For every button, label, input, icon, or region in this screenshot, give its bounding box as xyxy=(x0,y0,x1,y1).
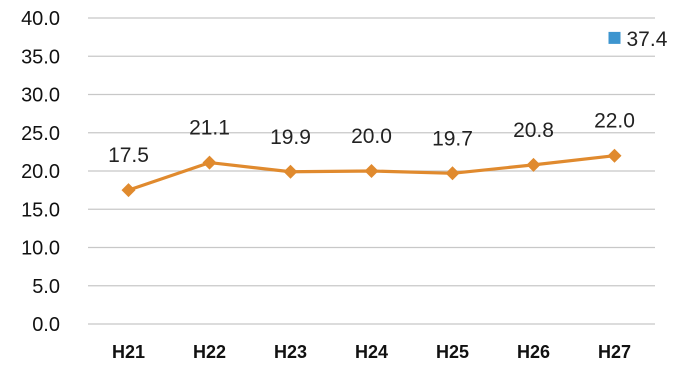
y-tick-label: 35.0 xyxy=(21,46,60,68)
x-tick-label: H22 xyxy=(193,342,226,362)
data-point-marker xyxy=(607,148,622,163)
data-point-marker xyxy=(283,164,298,179)
x-tick-label: H25 xyxy=(436,342,469,362)
data-label: 21.1 xyxy=(189,117,230,140)
x-tick-label: H26 xyxy=(517,342,550,362)
data-label: 17.5 xyxy=(108,144,149,167)
data-point-marker xyxy=(526,157,541,172)
y-tick-label: 25.0 xyxy=(21,123,60,145)
data-label: 19.7 xyxy=(432,127,473,150)
x-tick-label: H24 xyxy=(355,342,388,362)
y-tick-label: 15.0 xyxy=(21,199,60,221)
data-point-marker xyxy=(445,166,460,181)
y-tick-label: 10.0 xyxy=(21,238,60,260)
x-axis-tick-labels: H21 H22 H23 H24 H25 H26 H27 xyxy=(112,342,631,362)
data-label: 22.0 xyxy=(594,110,635,133)
extra-point-marker xyxy=(608,31,621,44)
x-tick-label: H21 xyxy=(112,342,145,362)
y-tick-label: 20.0 xyxy=(21,161,60,183)
data-labels: 17.5 21.1 19.9 20.0 19.7 20.8 22.0 xyxy=(108,110,635,167)
data-point-marker xyxy=(364,164,379,178)
data-point-marker xyxy=(121,183,136,198)
y-tick-label: 30.0 xyxy=(21,85,60,107)
data-label: 20.8 xyxy=(513,119,554,142)
series-markers xyxy=(121,148,622,198)
data-label: 19.9 xyxy=(270,126,311,149)
extra-point-label: 37.4 xyxy=(627,28,668,51)
extra-point: 37.4 xyxy=(608,28,668,51)
y-tick-label: 5.0 xyxy=(32,276,60,298)
x-tick-label: H27 xyxy=(598,342,631,362)
data-point-marker xyxy=(202,155,217,170)
data-label: 20.0 xyxy=(351,125,392,148)
y-tick-label: 0.0 xyxy=(32,314,60,336)
x-tick-label: H23 xyxy=(274,342,307,362)
y-tick-label: 40.0 xyxy=(21,8,60,30)
y-axis-tick-labels: 0.0 5.0 10.0 15.0 20.0 25.0 30.0 35.0 40.0 xyxy=(21,8,60,336)
